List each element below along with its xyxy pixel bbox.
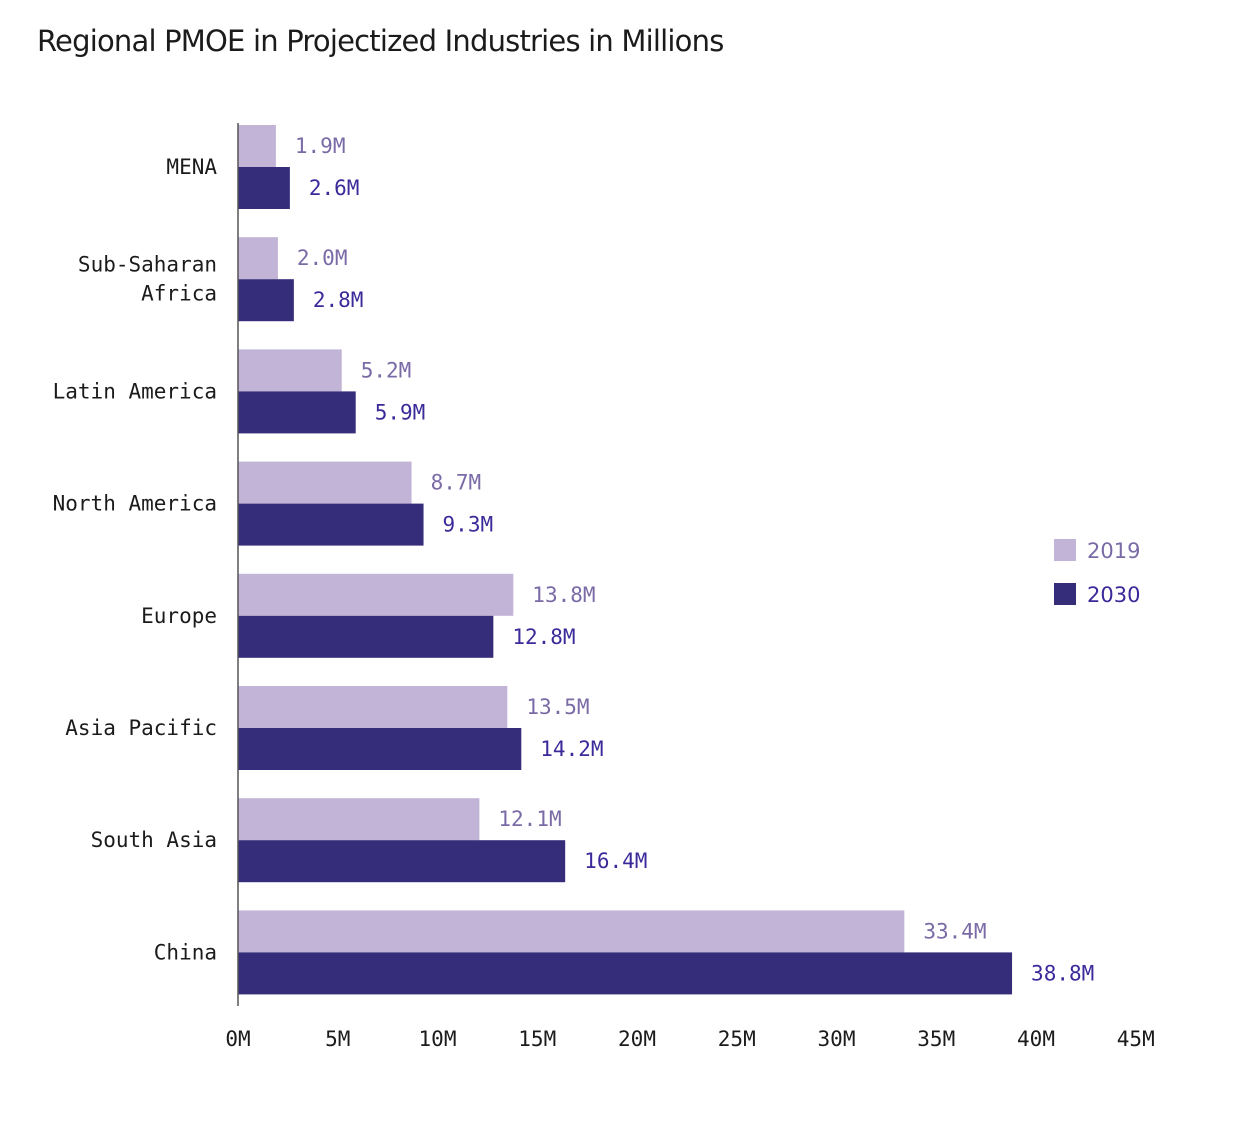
bar-2019-1 bbox=[238, 237, 278, 280]
x-tick-label: 45M bbox=[1117, 1027, 1155, 1051]
category-label: Sub-Saharan bbox=[78, 253, 217, 277]
bar-2019-3 bbox=[238, 461, 412, 504]
x-tick-label: 10M bbox=[419, 1027, 457, 1051]
category-label: MENA bbox=[166, 155, 217, 179]
value-label-2019-2: 5.2M bbox=[361, 358, 412, 382]
bar-2019-5 bbox=[238, 686, 508, 728]
bar-2019-6 bbox=[238, 798, 480, 841]
legend: 2019 2030 bbox=[1054, 539, 1140, 607]
legend-swatch-2030 bbox=[1054, 583, 1076, 605]
category-label: South Asia bbox=[91, 828, 217, 852]
value-label-2019-6: 12.1M bbox=[498, 807, 561, 831]
bar-2030-0 bbox=[238, 167, 290, 209]
x-tick-label: 20M bbox=[618, 1027, 656, 1051]
value-label-2019-0: 1.9M bbox=[295, 134, 346, 158]
x-tick-label: 40M bbox=[1017, 1027, 1055, 1051]
bar-2030-2 bbox=[238, 391, 356, 434]
value-label-2030-6: 16.4M bbox=[584, 849, 647, 873]
value-label-2019-1: 2.0M bbox=[297, 246, 348, 270]
category-label: Latin America bbox=[53, 379, 217, 403]
x-tick-label: 5M bbox=[325, 1027, 350, 1051]
category-label: Asia Pacific bbox=[65, 716, 217, 740]
value-label-2030-2: 5.9M bbox=[375, 400, 426, 424]
value-label-2030-0: 2.6M bbox=[309, 176, 360, 200]
bar-2030-1 bbox=[238, 279, 294, 322]
category-label: North America bbox=[53, 492, 217, 516]
category-labels-group: MENA Sub-Saharan Africa Latin America North … bbox=[53, 155, 218, 964]
value-label-2030-1: 2.8M bbox=[313, 288, 364, 312]
x-tick-label: 30M bbox=[818, 1027, 856, 1051]
bar-2019-2 bbox=[238, 349, 342, 392]
legend-swatch-2019 bbox=[1054, 539, 1076, 561]
value-label-2019-4: 13.8M bbox=[532, 583, 595, 607]
bar-2019-0 bbox=[238, 125, 276, 167]
legend-label-2030: 2030 bbox=[1087, 583, 1140, 607]
category-label: Africa bbox=[141, 282, 217, 306]
x-tick-label: 0M bbox=[225, 1027, 250, 1051]
bar-2030-4 bbox=[238, 615, 494, 658]
bar-2030-5 bbox=[238, 728, 522, 770]
bar-2030-7 bbox=[238, 952, 1013, 995]
bar-2030-6 bbox=[238, 840, 566, 883]
value-label-2019-3: 8.7M bbox=[431, 471, 482, 495]
value-label-2030-7: 38.8M bbox=[1031, 961, 1094, 985]
value-label-2030-4: 12.8M bbox=[512, 625, 575, 649]
bar-2019-4 bbox=[238, 573, 514, 616]
value-label-2019-5: 13.5M bbox=[526, 695, 589, 719]
value-label-2030-3: 9.3M bbox=[443, 513, 494, 537]
x-tick-label: 25M bbox=[718, 1027, 756, 1051]
x-tick-label: 35M bbox=[917, 1027, 955, 1051]
x-tick-label: 15M bbox=[518, 1027, 556, 1051]
bar-2019-7 bbox=[238, 910, 905, 953]
bar-2030-3 bbox=[238, 503, 424, 546]
x-axis-ticks-group: 0M 5M 10M 15M 20M 25M 30M 35M 40M 45M bbox=[225, 1027, 1154, 1051]
chart-title: Regional PMOE in Projectized Industries … bbox=[37, 24, 724, 58]
bars-group bbox=[238, 125, 1013, 995]
legend-label-2019: 2019 bbox=[1087, 539, 1140, 563]
value-labels-group: 1.9M 2.6M 2.0M 2.8M 5.2M 5.9M 8.7M 9.3M 13.8M 12.… bbox=[295, 134, 1094, 985]
value-label-2019-7: 33.4M bbox=[923, 919, 986, 943]
value-label-2030-5: 14.2M bbox=[540, 737, 603, 761]
category-label: Europe bbox=[141, 604, 217, 628]
category-label: China bbox=[154, 940, 217, 964]
